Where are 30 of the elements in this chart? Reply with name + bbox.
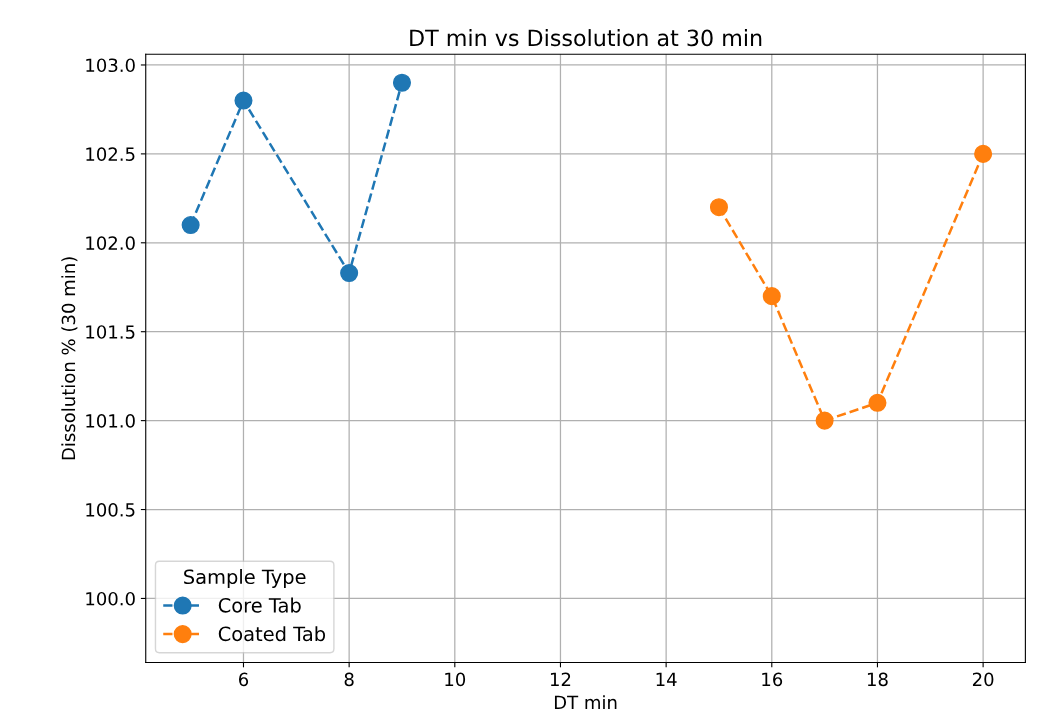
y-tick-label: 100.0 (86, 591, 135, 606)
point (762, 287, 781, 306)
point (815, 411, 834, 430)
y-tick-label: 100.5 (86, 502, 135, 517)
legend-title: Sample Type (184, 569, 306, 588)
point (181, 215, 200, 235)
point (340, 263, 359, 283)
point (974, 144, 993, 163)
legend-label: Core Tab (218, 597, 301, 613)
x-tick-label: 8 (344, 672, 354, 687)
x-tick-label: 20 (972, 672, 994, 687)
y-tick-label: 103.0 (86, 58, 135, 73)
x-tick-label: 14 (656, 672, 677, 686)
x-tick-label: 16 (762, 672, 783, 687)
y-axis-title: Dissolution % (30 min) (61, 257, 78, 460)
chart-title: DT min vs Dissolution at 30 min (410, 29, 762, 47)
y-tick-label: 101.0 (86, 414, 135, 428)
x-tick-label: 12 (550, 672, 571, 686)
y-tick-label: 102.5 (86, 147, 135, 161)
legend-label: Coated Tab (218, 626, 326, 642)
x-tick-label: 10 (445, 672, 466, 687)
x-axis-title: DT min (554, 695, 617, 709)
point (392, 73, 412, 92)
point (709, 198, 728, 217)
y-tick-label: 102.0 (86, 236, 135, 250)
x-tick-label: 18 (867, 672, 888, 687)
point (234, 91, 253, 110)
y-tick-label: 101.5 (86, 325, 135, 339)
point (868, 393, 887, 412)
x-tick-label: 6 (239, 672, 249, 687)
